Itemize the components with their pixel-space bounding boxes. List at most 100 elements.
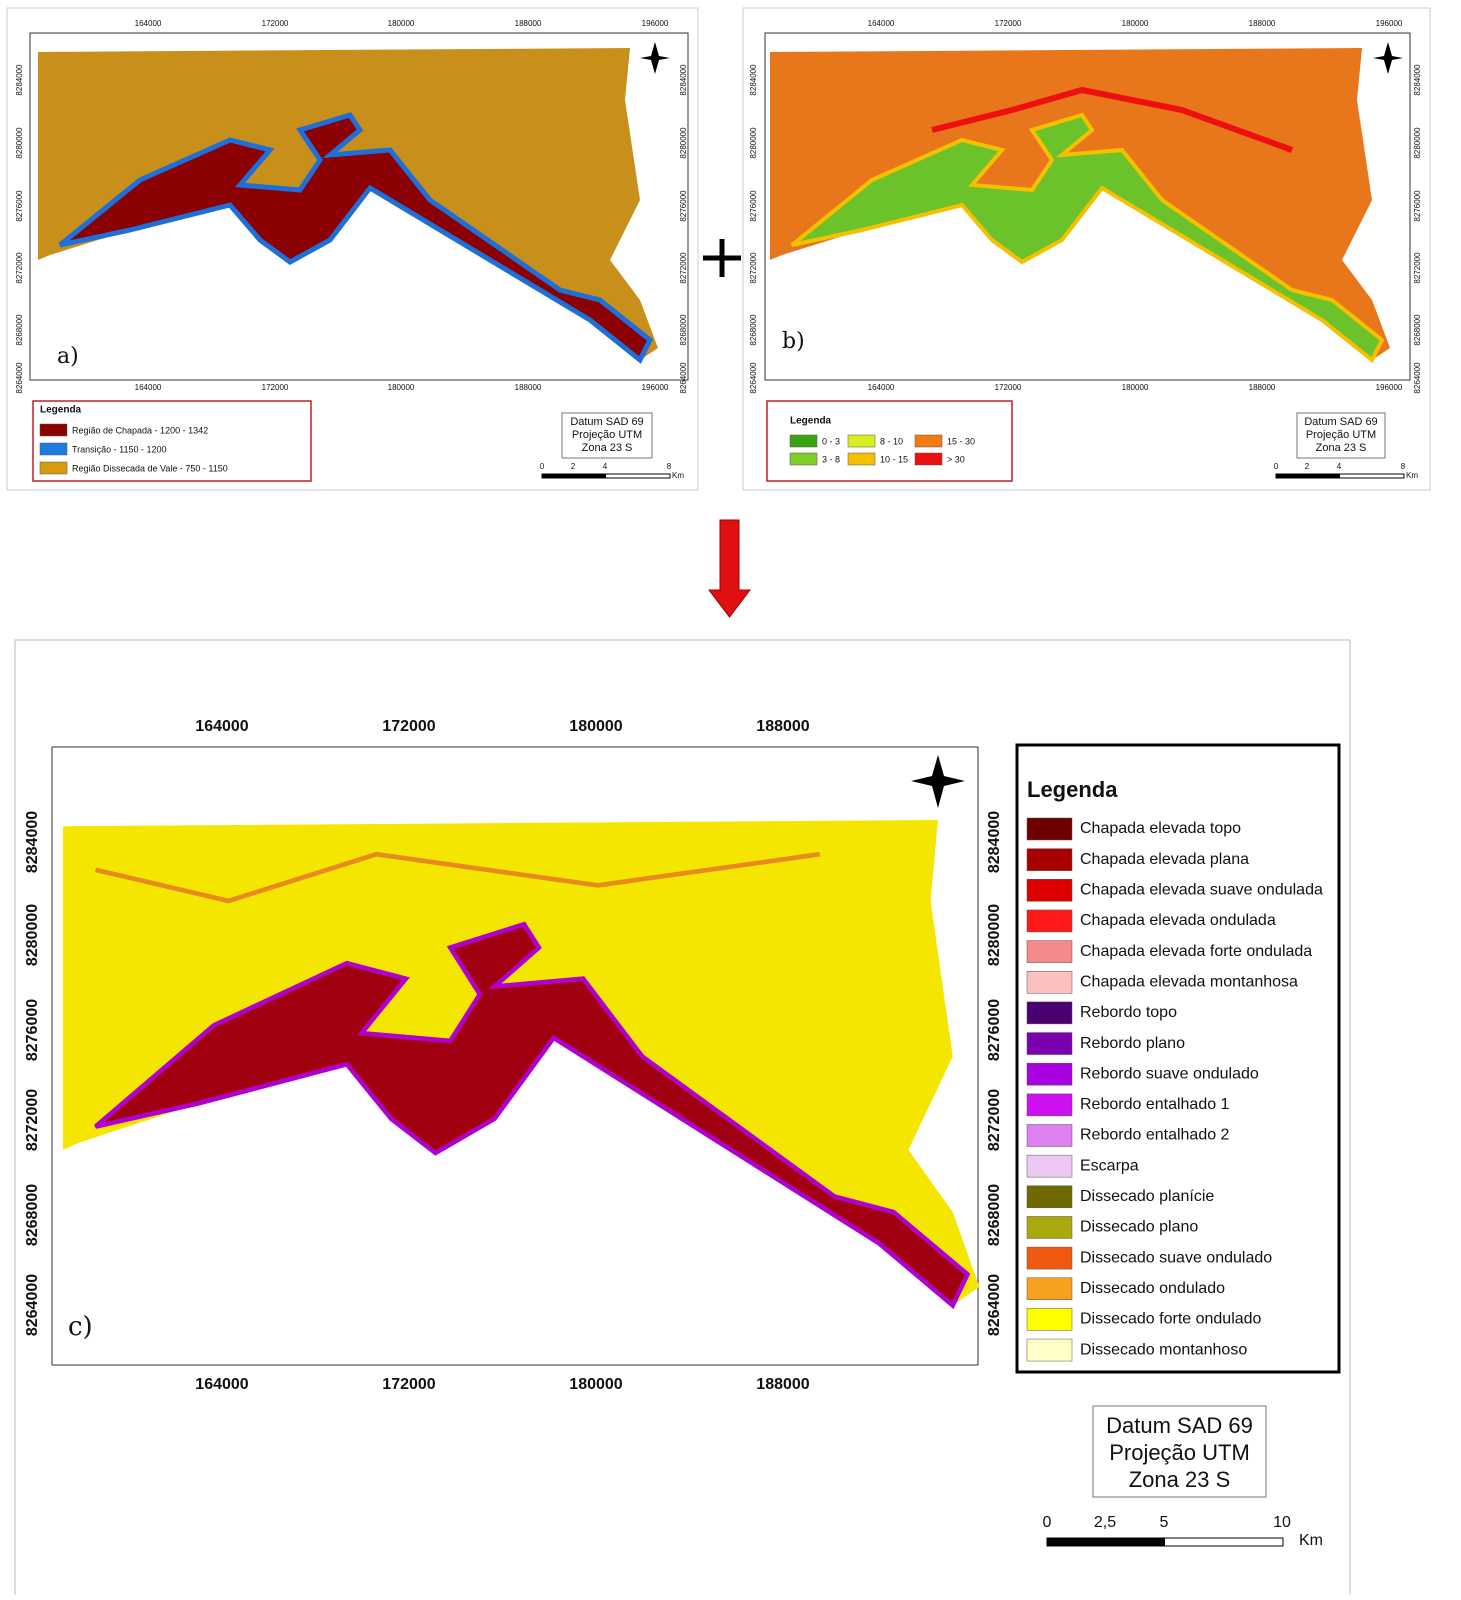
x-tick-label: 188000 — [515, 383, 542, 392]
legend-title: Legenda — [790, 416, 832, 427]
legend-swatch — [915, 435, 942, 447]
x-tick-label: 164000 — [868, 383, 895, 392]
scale-unit: Km — [1406, 471, 1418, 480]
legend-title: Legenda — [40, 405, 82, 416]
legend-swatch — [1027, 1216, 1072, 1238]
y-tick-label: 8272000 — [986, 1089, 1003, 1151]
y-tick-label: 8280000 — [15, 127, 24, 159]
y-tick-label: 8284000 — [986, 811, 1003, 873]
y-tick-label: 8276000 — [1413, 190, 1422, 222]
legend-label: Rebordo plano — [1080, 1035, 1185, 1052]
y-tick-label: 8264000 — [24, 1274, 41, 1336]
y-tick-label: 8276000 — [24, 999, 41, 1061]
scale-bar-fill — [1276, 474, 1340, 478]
legend-swatch — [1027, 1033, 1072, 1055]
legend-swatch — [40, 443, 67, 455]
datum-text: Projeção UTM — [1109, 1440, 1250, 1465]
legend-swatch — [1027, 818, 1072, 840]
legend-label: Transição - 1150 - 1200 — [72, 444, 167, 454]
legend-label: Dissecado ondulado — [1080, 1280, 1225, 1297]
legend-label: Chapada elevada montanhosa — [1080, 973, 1298, 990]
legend-label: 3 - 8 — [822, 454, 840, 464]
x-tick-label: 172000 — [262, 383, 289, 392]
legend-label: 15 - 30 — [947, 436, 975, 446]
datum-text: Zona 23 S — [1316, 442, 1367, 454]
plus-sign — [703, 239, 741, 277]
y-tick-label: 8284000 — [15, 64, 24, 96]
datum-text: Datum SAD 69 — [570, 416, 643, 428]
x-tick-label: 180000 — [388, 383, 415, 392]
y-tick-label: 8276000 — [986, 999, 1003, 1061]
y-tick-label: 8264000 — [1413, 362, 1422, 394]
legend-label: Chapada elevada ondulada — [1080, 912, 1276, 929]
legend-label: Chapada elevada plana — [1080, 851, 1249, 868]
legend-swatch — [1027, 1247, 1072, 1269]
legend-swatch — [1027, 971, 1072, 993]
legend-label: 0 - 3 — [822, 436, 840, 446]
datum-text: Projeção UTM — [572, 429, 642, 441]
legend-label: Dissecado forte ondulado — [1080, 1311, 1262, 1328]
legend-swatch — [915, 453, 942, 465]
scale-label: 8 — [667, 462, 672, 471]
legend-label: Rebordo entalhado 2 — [1080, 1127, 1230, 1144]
scale-bar-fill — [542, 474, 606, 478]
y-tick-label: 8276000 — [15, 190, 24, 222]
x-tick-label: 180000 — [1122, 19, 1149, 28]
datum-text: Datum SAD 69 — [1304, 416, 1377, 428]
x-tick-label: 164000 — [195, 718, 248, 735]
x-tick-label: 172000 — [382, 1376, 435, 1393]
legend-swatch — [40, 462, 67, 474]
x-tick-label: 180000 — [569, 718, 622, 735]
panel-label: c) — [68, 1312, 93, 1342]
x-tick-label: 188000 — [1249, 383, 1276, 392]
scale-label: 0 — [540, 462, 545, 471]
legend-swatch — [1027, 1125, 1072, 1147]
legend-label: Chapada elevada forte ondulada — [1080, 943, 1312, 960]
scale-label: 4 — [1337, 462, 1342, 471]
x-tick-label: 164000 — [195, 1376, 248, 1393]
x-tick-label: 172000 — [382, 718, 435, 735]
y-tick-label: 8280000 — [749, 127, 758, 159]
y-tick-label: 8280000 — [986, 904, 1003, 966]
datum-text: Datum SAD 69 — [1106, 1413, 1253, 1438]
y-tick-label: 8264000 — [749, 362, 758, 394]
figure: 164000 164000 172000 172000 180000 180000 1880… — [0, 0, 1461, 1595]
y-tick-label: 8268000 — [749, 314, 758, 346]
legend-label: Rebordo entalhado 1 — [1080, 1096, 1230, 1113]
legend-label: Chapada elevada topo — [1080, 820, 1241, 837]
legend-label: Dissecado plano — [1080, 1219, 1198, 1236]
y-tick-label: 8284000 — [679, 64, 688, 96]
x-tick-label: 188000 — [515, 19, 542, 28]
panel-label: a) — [57, 344, 79, 369]
legend-swatch — [1027, 1308, 1072, 1330]
legend-swatch — [1027, 1186, 1072, 1208]
legend-label: 8 - 10 — [880, 436, 903, 446]
datum-text: Zona 23 S — [582, 442, 633, 454]
datum-text: Projeção UTM — [1306, 429, 1376, 441]
legend-swatch — [848, 435, 875, 447]
legend-swatch — [1027, 1002, 1072, 1024]
y-tick-label: 8272000 — [24, 1089, 41, 1151]
y-tick-label: 8280000 — [24, 904, 41, 966]
x-tick-label: 196000 — [642, 383, 669, 392]
y-tick-label: 8268000 — [986, 1184, 1003, 1246]
legend-swatch — [1027, 1339, 1072, 1361]
legend-swatch — [1027, 941, 1072, 963]
x-tick-label: 188000 — [1249, 19, 1276, 28]
x-tick-label: 164000 — [135, 383, 162, 392]
legend-label: Dissecado montanhoso — [1080, 1341, 1247, 1358]
x-tick-label: 196000 — [1376, 383, 1403, 392]
scale-label: 0 — [1043, 1514, 1052, 1531]
legend-label: Dissecado planície — [1080, 1188, 1214, 1205]
y-tick-label: 8264000 — [679, 362, 688, 394]
y-tick-label: 8272000 — [15, 252, 24, 284]
legend-swatch — [1027, 1094, 1072, 1116]
x-tick-label: 180000 — [1122, 383, 1149, 392]
legend-label: Região Dissecada de Vale - 750 - 1150 — [72, 463, 228, 473]
scale-label: 2 — [1305, 462, 1310, 471]
y-tick-label: 8276000 — [749, 190, 758, 222]
x-tick-label: 180000 — [569, 1376, 622, 1393]
x-tick-label: 180000 — [388, 19, 415, 28]
scale-label: 5 — [1160, 1514, 1169, 1531]
x-tick-label: 172000 — [995, 19, 1022, 28]
